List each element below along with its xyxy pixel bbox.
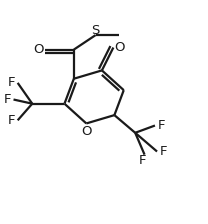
Text: O: O: [33, 43, 44, 56]
Text: F: F: [4, 93, 11, 106]
Text: F: F: [160, 145, 167, 158]
Text: O: O: [114, 41, 124, 54]
Text: S: S: [92, 24, 100, 37]
Text: F: F: [8, 114, 16, 127]
Text: F: F: [139, 154, 146, 167]
Text: F: F: [8, 76, 16, 89]
Text: O: O: [81, 125, 92, 138]
Text: F: F: [158, 119, 165, 132]
